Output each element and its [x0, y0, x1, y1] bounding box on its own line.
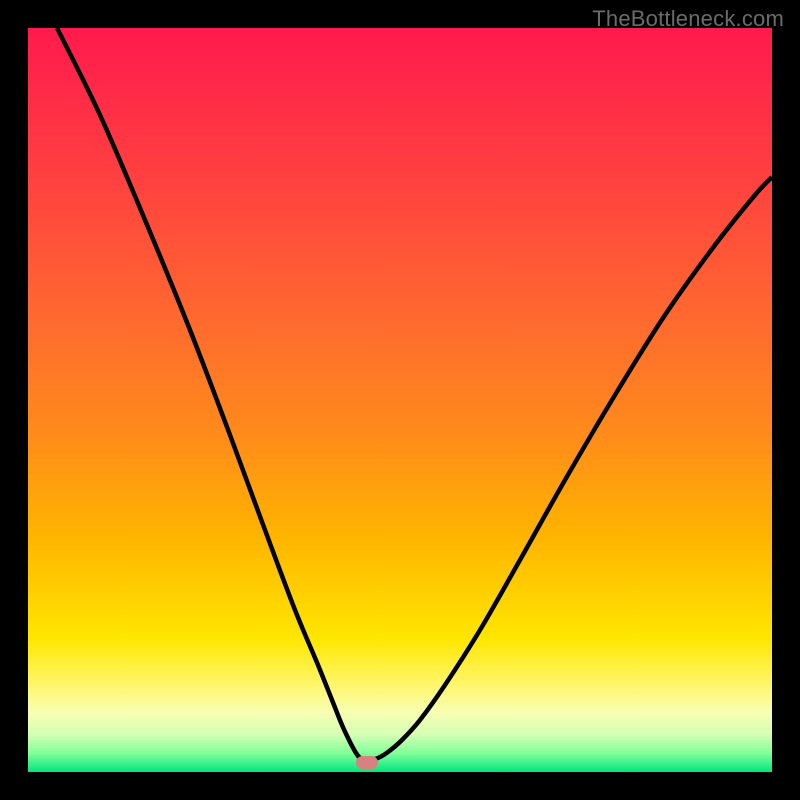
minimum-marker [356, 756, 378, 769]
bottleneck-curve [0, 0, 800, 800]
watermark: TheBottleneck.com [592, 6, 784, 32]
curve-path [57, 28, 772, 760]
